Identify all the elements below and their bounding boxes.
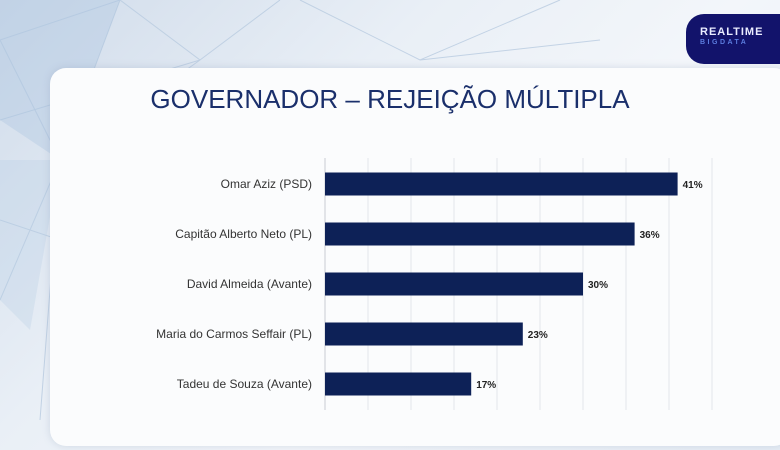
category-label: David Almeida (Avante) [187, 277, 312, 291]
data-label: 17% [476, 380, 496, 391]
realtime-bigdata-logo: REALTIME BIGDATA [686, 14, 780, 64]
bar [325, 272, 583, 296]
category-label: Maria do Carmos Seffair (PL) [156, 327, 312, 341]
category-label: Capitão Alberto Neto (PL) [175, 227, 312, 241]
category-label: Omar Aziz (PSD) [221, 177, 312, 191]
data-label: 36% [640, 230, 660, 241]
data-label: 41% [683, 180, 703, 191]
logo-line2: BIGDATA [700, 39, 749, 46]
logo-line1: REALTIME [700, 26, 764, 38]
data-label: 23% [528, 330, 548, 341]
bar [325, 172, 678, 196]
bar [325, 322, 523, 346]
data-label: 30% [588, 280, 608, 291]
category-label: Tadeu de Souza (Avante) [177, 377, 312, 391]
bar [325, 222, 635, 246]
chart-title: GOVERNADOR – REJEIÇÃO MÚLTIPLA [150, 84, 630, 114]
bar [325, 372, 472, 396]
